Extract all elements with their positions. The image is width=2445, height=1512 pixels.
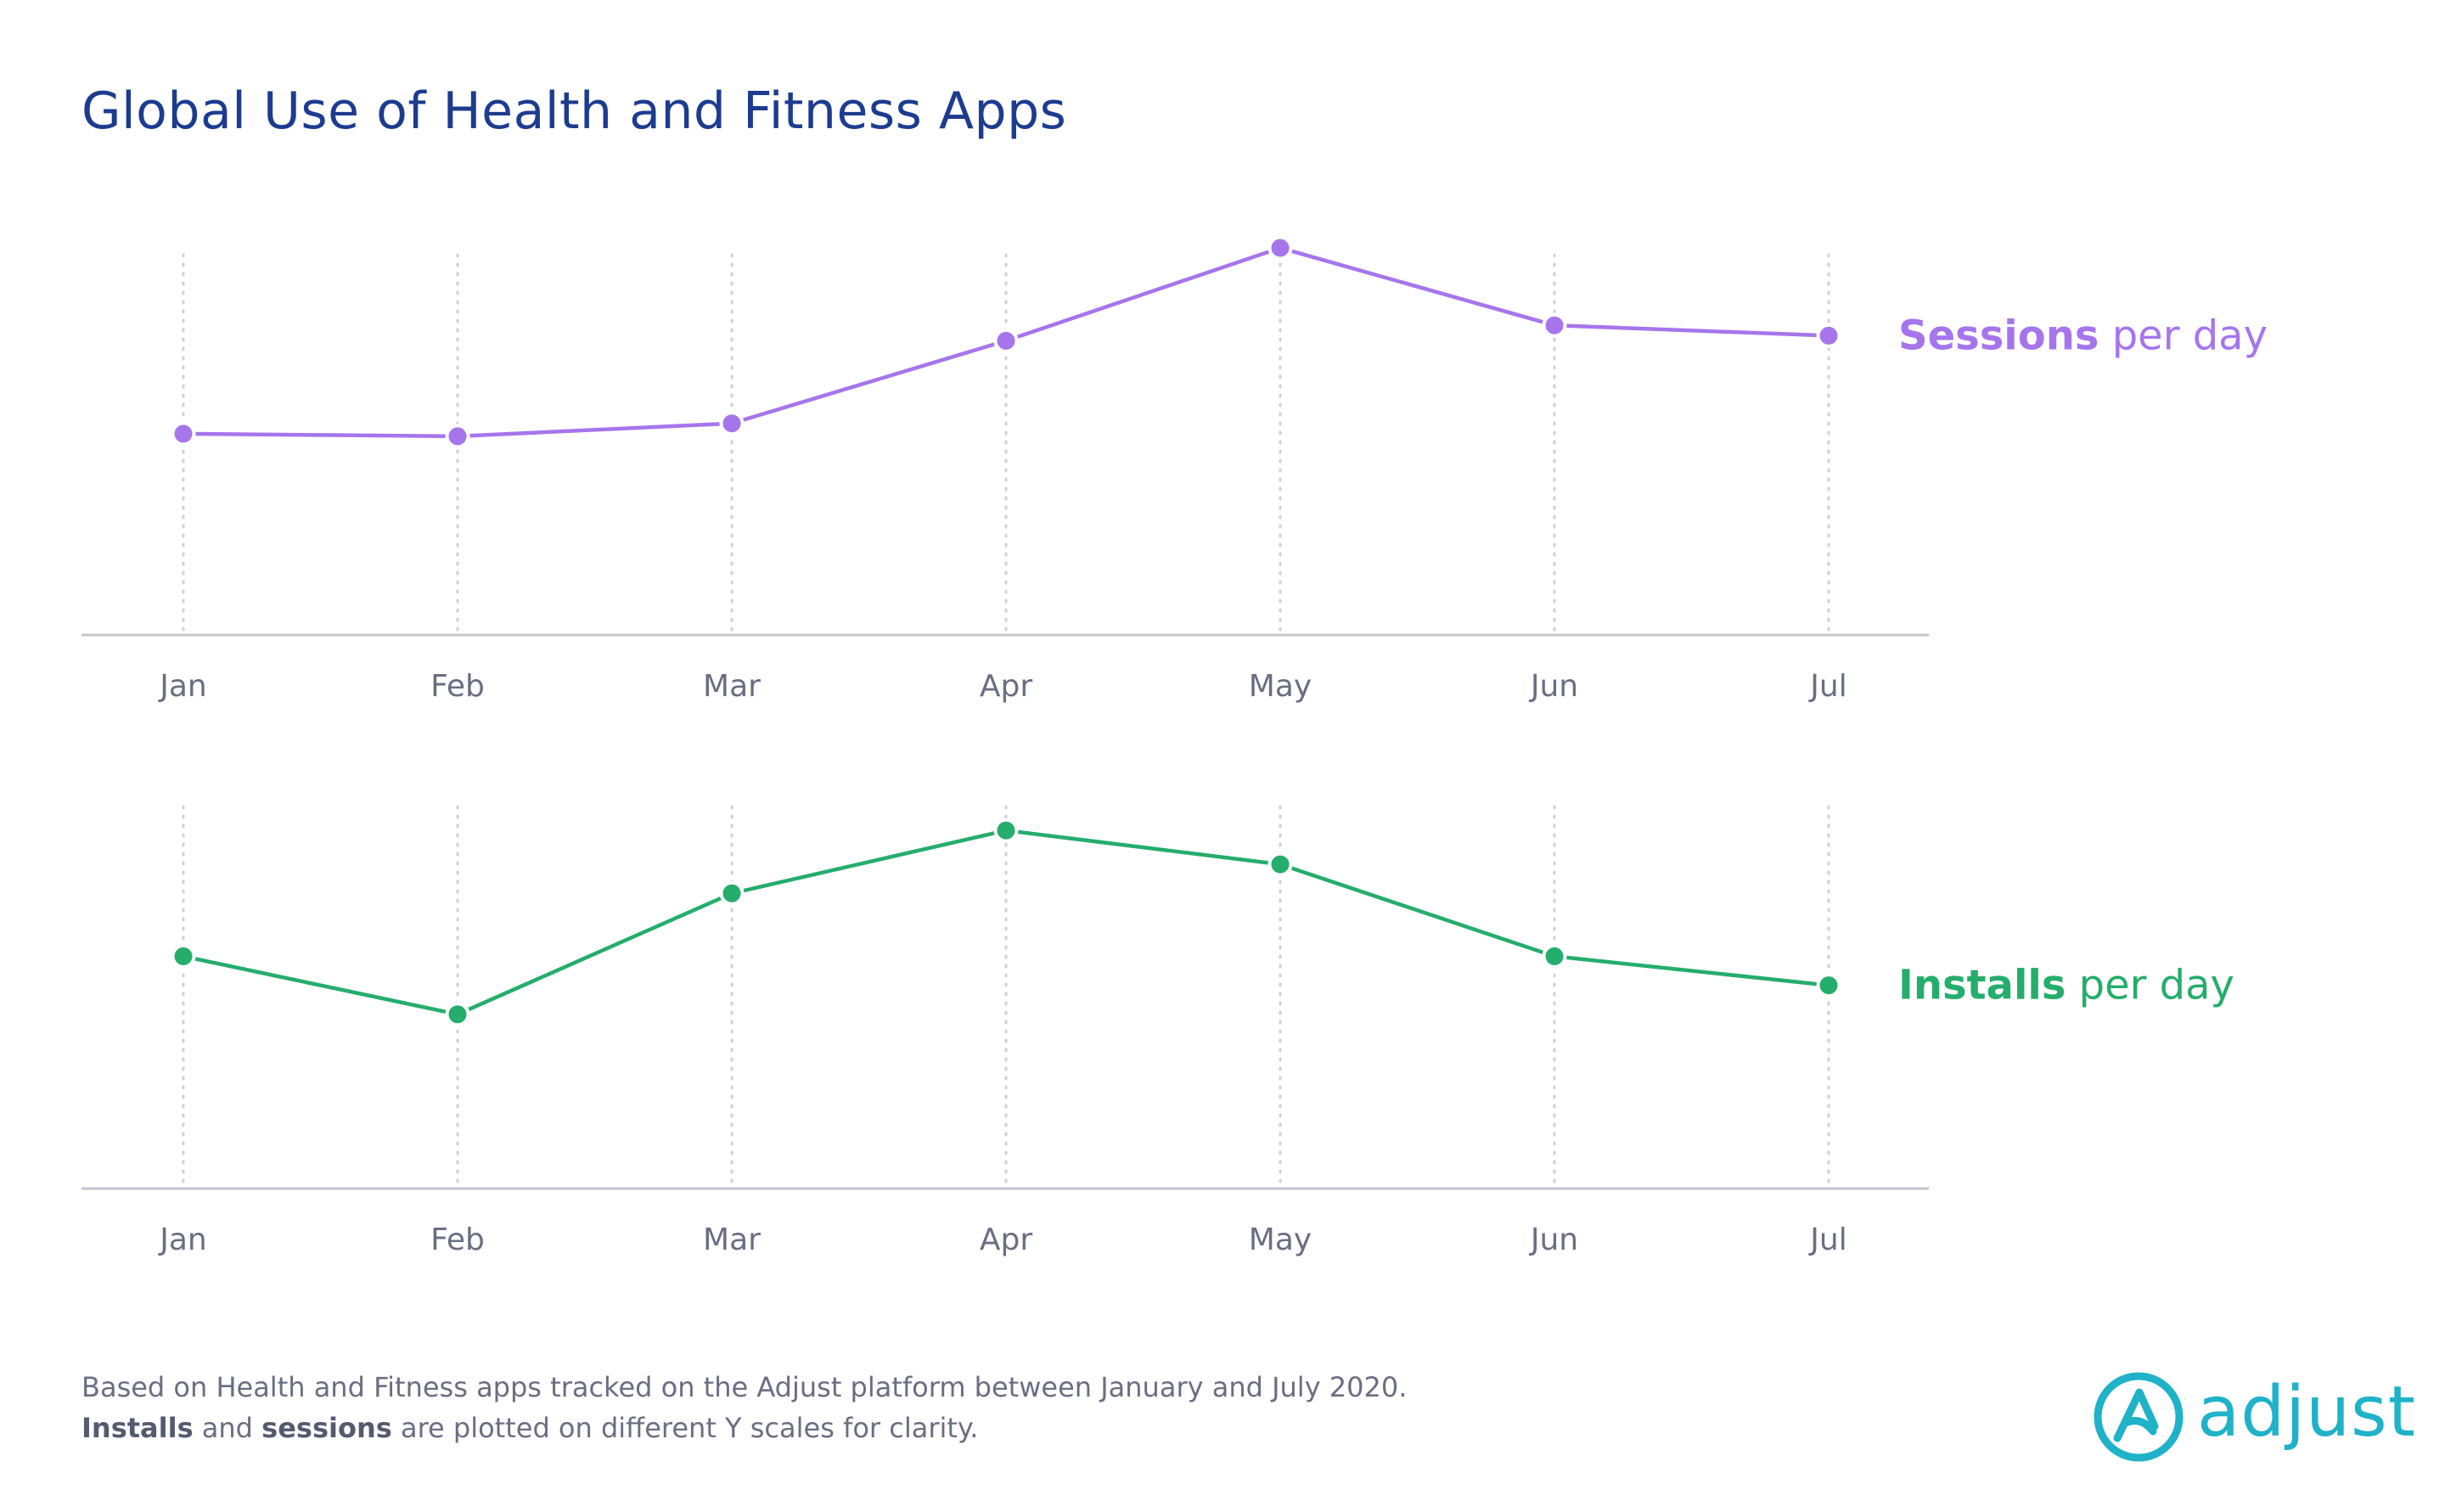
sessions-point-jul xyxy=(1816,323,1841,348)
sessions-point-jun xyxy=(1542,312,1567,338)
sessions-label-bold: Sessions xyxy=(1898,312,2099,359)
sessions-point-feb xyxy=(445,424,470,449)
adjust-logo-icon xyxy=(2094,1372,2184,1462)
installs-label-bold: Installs xyxy=(1898,962,2066,1009)
installs-point-jul xyxy=(1816,973,1841,998)
installs-point-feb xyxy=(445,1002,470,1027)
x-tick-label-feb: Feb xyxy=(430,1223,485,1257)
x-tick-label-jul: Jul xyxy=(1808,1223,1846,1257)
footnote-and: and xyxy=(193,1412,262,1444)
footnote-line-1: Based on Health and Fitness apps tracked… xyxy=(82,1371,1408,1403)
footnote-installs: Installs xyxy=(82,1412,194,1444)
sessions-label-rest: per day xyxy=(2099,312,2268,359)
installs-point-may xyxy=(1267,852,1293,877)
footnote: Based on Health and Fitness apps tracked… xyxy=(82,1367,1407,1448)
footnote-rest: are plotted on different Y scales for cl… xyxy=(391,1412,979,1444)
installs-point-mar xyxy=(719,880,745,906)
x-tick-label-feb: Feb xyxy=(430,669,485,704)
x-tick-label-may: May xyxy=(1249,1223,1312,1257)
installs-point-apr xyxy=(993,818,1019,843)
sessions-chart: Jan Feb Mar Apr May Jun Jul Sessions per day xyxy=(82,235,2268,704)
sessions-series-label: Sessions per day xyxy=(1898,312,2268,359)
installs-point-jan xyxy=(171,943,196,969)
installs-point-jun xyxy=(1542,943,1567,969)
logo-wordmark: adjust xyxy=(2197,1372,2416,1453)
x-tick-label-jun: Jun xyxy=(1529,1223,1578,1257)
x-tick-label-apr: Apr xyxy=(980,669,1032,704)
x-tick-label-may: May xyxy=(1249,669,1312,704)
footnote-line-2: Installs and sessions are plotted on dif… xyxy=(82,1408,1407,1448)
installs-label-rest: per day xyxy=(2066,962,2234,1009)
x-tick-label-jul: Jul xyxy=(1808,669,1846,704)
sessions-point-apr xyxy=(993,328,1019,353)
x-tick-label-apr: Apr xyxy=(980,1223,1032,1257)
adjust-logo: adjust xyxy=(2088,1367,2415,1469)
x-tick-label-mar: Mar xyxy=(703,1223,761,1257)
x-tick-label-mar: Mar xyxy=(703,669,761,704)
x-tick-label-jan: Jan xyxy=(158,1223,207,1257)
sessions-point-mar xyxy=(719,411,745,436)
x-tick-label-jun: Jun xyxy=(1529,669,1578,704)
sessions-point-jan xyxy=(171,421,196,447)
chart-title: Global Use of Health and Fitness Apps xyxy=(82,82,1067,141)
installs-chart: Jan Feb Mar Apr May Jun Jul Installs per day xyxy=(82,805,2234,1257)
x-tick-label-jan: Jan xyxy=(158,669,207,704)
footnote-sessions: sessions xyxy=(261,1412,392,1444)
installs-series-label: Installs per day xyxy=(1898,962,2234,1009)
sessions-point-may xyxy=(1267,235,1293,261)
